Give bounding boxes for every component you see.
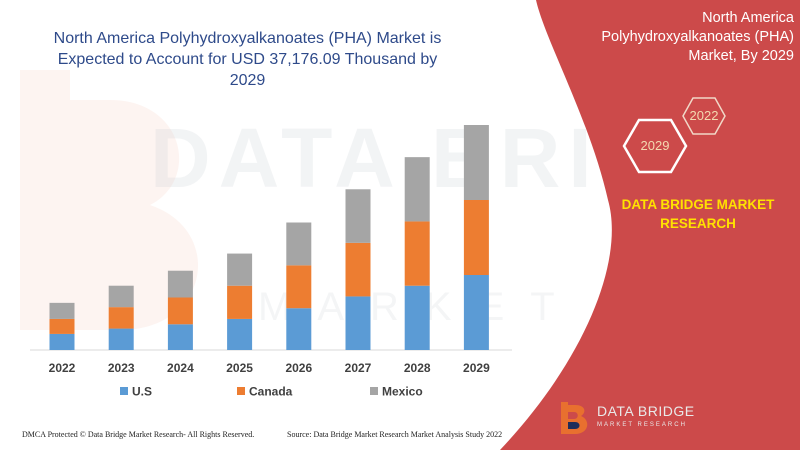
legend-swatch [120,387,128,395]
bar-2023-us [108,328,134,350]
company-name: DATA BRIDGE MARKET RESEARCH [621,197,775,231]
bar-2022-canada [49,318,75,334]
x-tick-label: 2026 [285,361,312,375]
bar-2025-canada [227,285,253,319]
bar-2023-mexico [108,285,134,308]
bar-2024-mexico [167,270,193,298]
x-tick-label: 2025 [226,361,253,375]
bar-2029-mexico [463,125,489,200]
side-panel-title: North America Polyhydroxyalkanoates (PHA… [601,10,794,64]
legend-label: U.S [132,385,152,399]
side-panel-background [500,0,800,450]
x-tick-label: 2028 [404,361,431,375]
logo-subtitle: MARKET RESEARCH [597,422,687,428]
bar-2026-mexico [286,222,312,266]
data-bridge-logo-icon [561,402,588,434]
bar-2024-canada [167,297,193,325]
background-logo-icon [20,70,199,330]
bar-2029-us [463,275,489,350]
hexagon-2029 [622,118,688,174]
bar-2023-canada [108,307,134,329]
bar-2024-us [167,324,193,350]
bar-2027-mexico [345,189,371,243]
bar-2022-mexico [49,302,75,319]
bar-2022-us [49,333,75,350]
chart-title: North America Polyhydroxyalkanoates (PHA… [53,30,442,89]
bar-2029-canada [463,200,489,275]
bar-2025-mexico [227,253,253,286]
legend-swatch [237,387,245,395]
bar-2028-mexico [404,157,430,222]
logo-name: DATA BRIDGE [597,403,695,419]
bar-2026-us [286,308,312,350]
bar-2028-canada [404,221,430,286]
hex-label-bottom: 2029 [640,138,670,153]
bar-2028-us [404,285,430,350]
bar-2026-canada [286,265,312,309]
x-tick-label: 2029 [463,361,490,375]
brand-logo: DATA BRIDGE MARKET RESEARCH [555,398,755,440]
bar-2025-us [227,318,253,350]
x-tick-label: 2027 [345,361,372,375]
copyright-notice: DMCA Protected © Data Bridge Market Rese… [22,430,255,439]
bar-2027-canada [345,242,371,297]
legend-label: Mexico [382,385,423,399]
source-note: Source: Data Bridge Market Research Mark… [287,430,503,439]
bar-2027-us [345,296,371,350]
x-tick-label: 2022 [49,361,76,375]
legend-label: Canada [249,385,293,399]
hexagon-2022 [682,97,726,135]
x-tick-label: 2024 [167,361,194,375]
x-tick-label: 2023 [108,361,135,375]
legend-swatch [370,387,378,395]
hex-label-top: 2022 [689,108,719,123]
